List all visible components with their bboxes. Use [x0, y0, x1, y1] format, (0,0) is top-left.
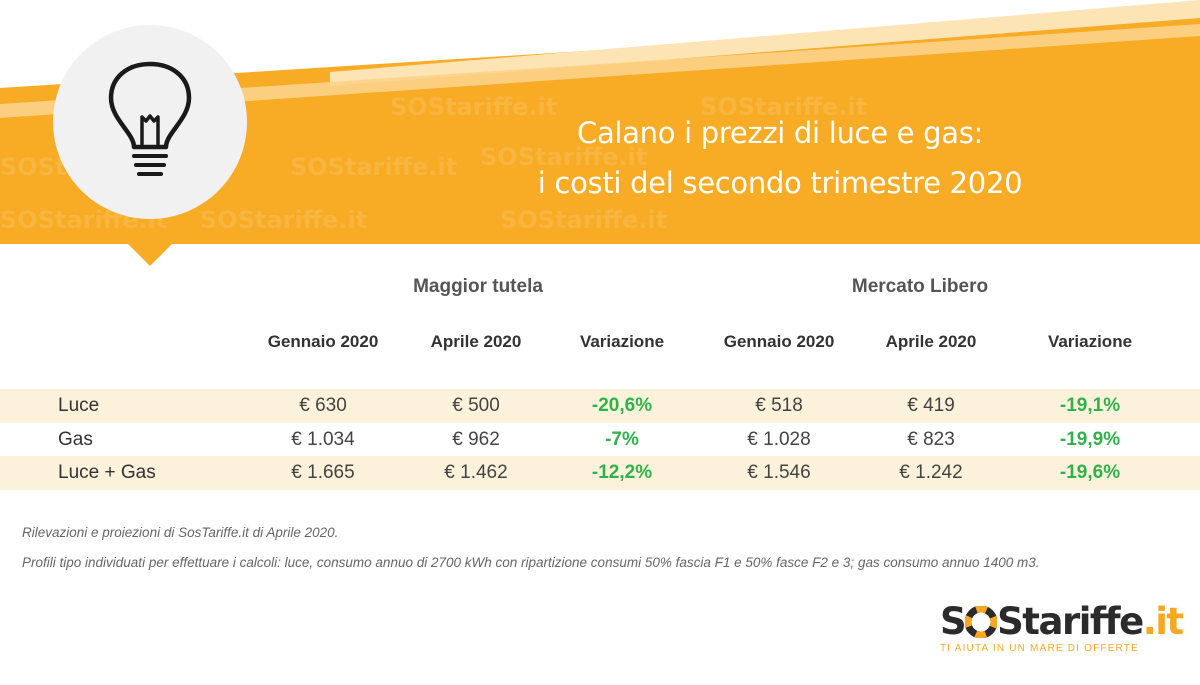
logo-tagline: TI AIUTA IN UN MARE DI OFFERTE — [940, 643, 1139, 654]
table-cell: € 1.546 — [747, 462, 811, 483]
row-label-gas: Gas — [58, 429, 93, 450]
column-header: Aprile 2020 — [430, 332, 522, 351]
page-title-line-1: Calano i prezzi di luce e gas: — [577, 116, 983, 150]
variation-cell: -12,2% — [591, 462, 653, 483]
footnote-profiles: Profili tipo individuati per effettuare … — [22, 555, 1040, 570]
lightbulb-icon — [108, 61, 192, 176]
table-cell: € 630 — [299, 395, 347, 416]
logo-wordmark: S Stariffe.it — [940, 602, 1190, 642]
variation-cell: -20,6% — [591, 395, 653, 416]
row-label-luce-gas: Luce + Gas — [58, 462, 156, 483]
row-label-luce: Luce — [58, 395, 100, 416]
table-cell: € 1.665 — [291, 462, 355, 483]
logo-text-stariffe: Stariffe — [997, 600, 1144, 643]
watermark-text: SOStariffe.it — [200, 206, 367, 234]
logo-text-it: .it — [1142, 600, 1184, 643]
column-header: Gennaio 2020 — [267, 332, 379, 351]
table-cell: € 962 — [452, 429, 500, 450]
watermark-text: SOStariffe.it — [390, 93, 557, 121]
column-header: Gennaio 2020 — [723, 332, 835, 351]
logo-text-s: S — [940, 600, 967, 643]
watermark-text: SOStariffe.it — [700, 93, 867, 121]
watermark-text: SOStariffe.it — [290, 153, 457, 181]
brand-logo: S Stariffe.it TI AIUTA IN UN MARE DI OFF… — [940, 602, 1190, 672]
table-cell: € 518 — [755, 395, 803, 416]
lifebuoy-icon — [964, 605, 998, 639]
watermark-text: SOStariffe.it — [500, 206, 667, 234]
table-cell: € 823 — [907, 429, 955, 450]
watermark-text: SOStariffe.it — [480, 143, 647, 171]
column-header: Variazione — [1047, 332, 1133, 351]
table-row: Luce + Gas € 1.665 € 1.462 -12,2% € 1.54… — [0, 456, 1200, 490]
header-banner: SOStariffe.it SOStariffe.it SOStariffe.i… — [0, 0, 1200, 266]
table-cell: € 1.028 — [747, 429, 811, 450]
table-cell: € 1.034 — [291, 429, 355, 450]
table-row: Luce € 630 € 500 -20,6% € 518 € 419 -19,… — [0, 389, 1200, 423]
table-cell: € 1.462 — [444, 462, 508, 483]
variation-cell: -19,9% — [1059, 429, 1121, 450]
table-cell: € 500 — [452, 395, 500, 416]
table-cell: € 1.242 — [899, 462, 963, 483]
group-header-maggior-tutela: Maggior tutela — [413, 276, 543, 297]
variation-cell: -7% — [605, 429, 639, 450]
column-header: Variazione — [579, 332, 665, 351]
variation-cell: -19,6% — [1059, 462, 1121, 483]
group-header-mercato-libero: Mercato Libero — [851, 276, 989, 297]
column-header: Aprile 2020 — [885, 332, 977, 351]
table-row: Gas € 1.034 € 962 -7% € 1.028 € 823 -19,… — [0, 423, 1200, 457]
footnote-source: Rilevazioni e proiezioni di SosTariffe.i… — [22, 525, 339, 540]
page-title-line-2: i costi del secondo trimestre 2020 — [537, 166, 1023, 200]
variation-cell: -19,1% — [1059, 395, 1121, 416]
table-cell: € 419 — [907, 395, 955, 416]
